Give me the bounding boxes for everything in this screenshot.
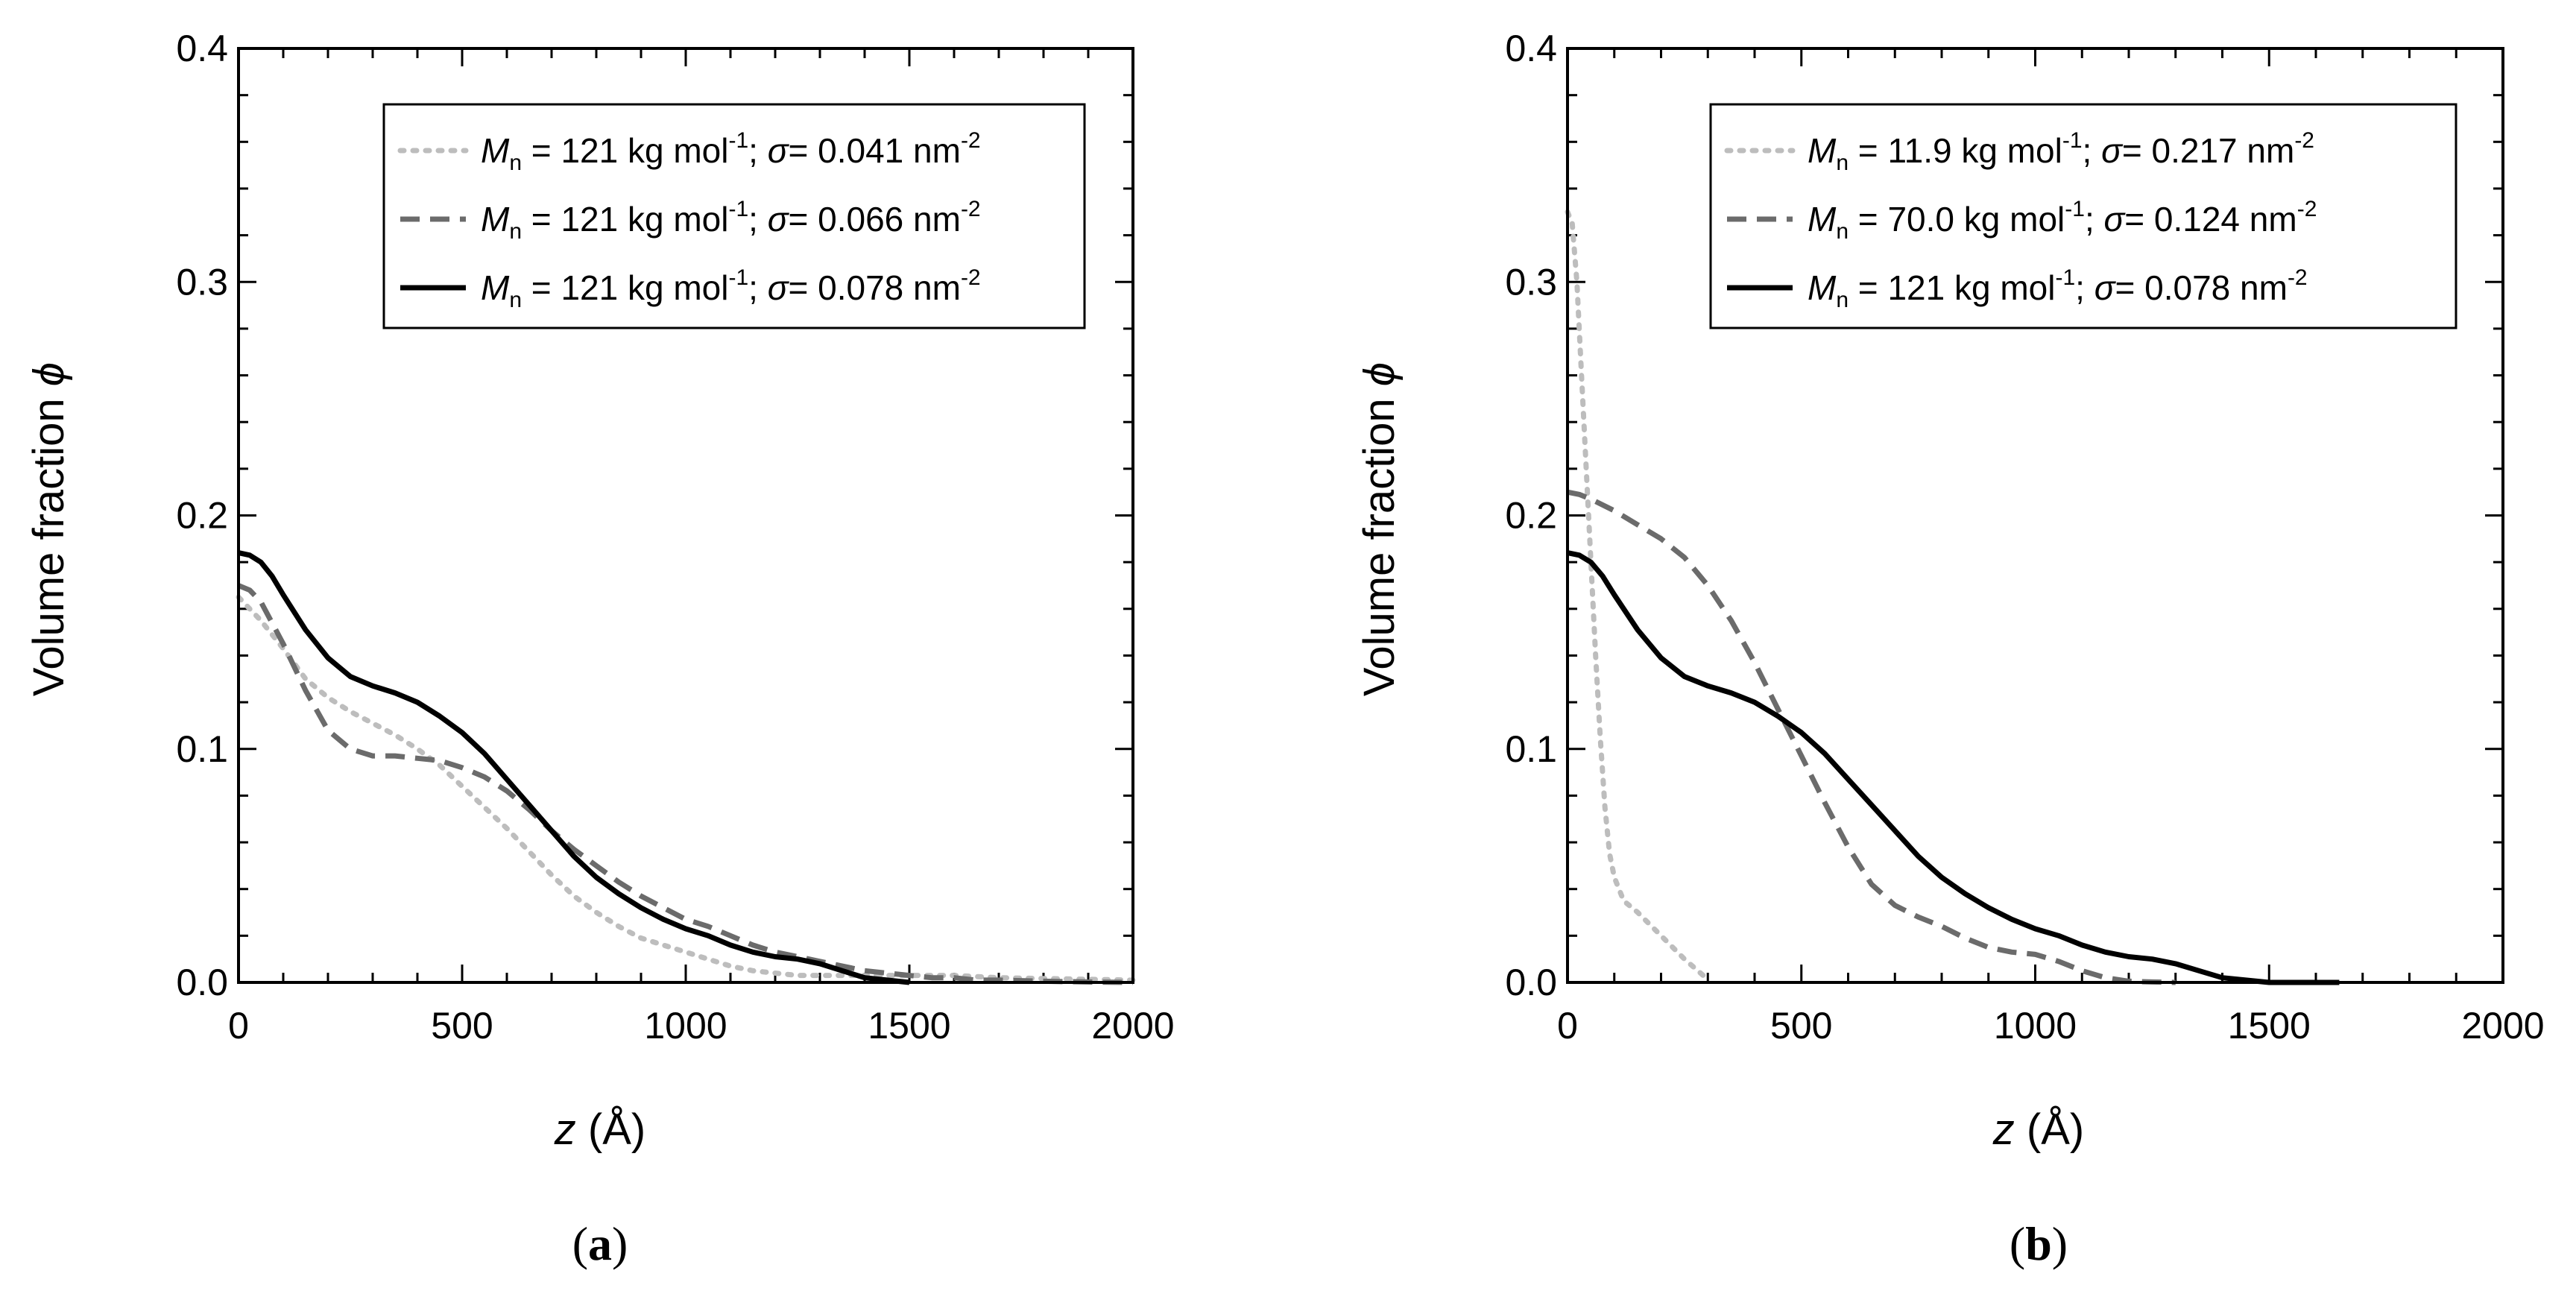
x-tick-label: 1000 — [644, 1005, 727, 1047]
legend-box — [1709, 103, 2457, 329]
panel-label-a-text: a — [588, 1217, 612, 1270]
x-tick-label: 0 — [228, 1005, 249, 1047]
legend-entry-label: Mn = 70.0 kg mol-1; σ= 0.124 nm-2 — [1808, 197, 2317, 244]
y-axis-title-a: Volume fraction ϕ — [25, 362, 73, 696]
panel-label-b-text: b — [2025, 1217, 2052, 1270]
chart-panel-a: Volume fraction ϕ 0.0 0.1 0.2 0.3 0.4 0 500 10… — [25, 28, 1175, 1270]
x-axis-var: z — [1992, 1105, 2015, 1154]
legend-a: Mn = 121 kg mol-1; σ= 0.041 nm-2 Mn = 121… — [382, 103, 1086, 329]
y-tick-label: 0.0 — [176, 962, 228, 1003]
chart-panel-b: Volume fraction ϕ 0.0 0.1 0.2 0.3 0.4 0 500 10… — [1355, 28, 2545, 1270]
x-tick-label: 2000 — [2461, 1005, 2544, 1047]
y-axis-title-b: Volume fraction ϕ — [1355, 362, 1404, 696]
y-axis-symbol: ϕ — [25, 362, 73, 386]
y-tick-label: 0.1 — [176, 728, 228, 770]
x-tick-label: 1500 — [868, 1005, 950, 1047]
series-line-dotted — [1565, 209, 1706, 979]
y-tick-label: 0.0 — [1505, 962, 1557, 1003]
plot-frame-b — [1566, 47, 2504, 984]
x-tick-labels-b: 0 500 1000 1500 2000 — [1557, 1005, 2545, 1047]
series-line-solid — [1567, 550, 2340, 985]
x-tick-label: 0 — [1557, 1005, 1578, 1047]
legend-box — [382, 103, 1086, 329]
x-axis-unit: (Å) — [588, 1105, 645, 1154]
series-line-dashed — [1567, 489, 2176, 985]
x-axis-title-a: z (Å) — [554, 1105, 645, 1154]
y-tick-label: 0.3 — [1505, 261, 1557, 303]
series-group-b — [1565, 209, 2340, 985]
legend-entry-label: Mn = 11.9 kg mol-1; σ= 0.217 nm-2 — [1808, 128, 2314, 175]
y-tick-label: 0.4 — [1505, 28, 1557, 69]
x-tick-labels-a: 0 500 1000 1500 2000 — [228, 1005, 1175, 1047]
x-tick-label: 500 — [431, 1005, 493, 1047]
y-tick-label: 0.3 — [176, 261, 228, 303]
x-axis-unit: (Å) — [2027, 1105, 2084, 1154]
y-tick-label: 0.2 — [1505, 495, 1557, 537]
y-tick-labels-b: 0.0 0.1 0.2 0.3 0.4 — [1505, 28, 1557, 1003]
panel-label-b: (b) — [2010, 1217, 2068, 1270]
legend-entry-label: Mn = 121 kg mol-1; σ= 0.078 nm-2 — [481, 265, 981, 312]
x-tick-label: 1500 — [2228, 1005, 2311, 1047]
series-line-solid — [238, 550, 910, 985]
legend-entry-label: Mn = 121 kg mol-1; σ= 0.066 nm-2 — [481, 197, 981, 244]
y-axis-title-text: Volume fraction — [25, 398, 73, 696]
y-axis-title-text: Volume fraction — [1355, 398, 1404, 696]
x-tick-label: 500 — [1770, 1005, 1832, 1047]
plot-frame-a — [237, 47, 1134, 984]
series-line-dotted — [236, 594, 1136, 983]
y-tick-labels-a: 0.0 0.1 0.2 0.3 0.4 — [176, 28, 228, 1003]
x-tick-label: 1000 — [1994, 1005, 2077, 1047]
legend-entry-label: Mn = 121 kg mol-1; σ= 0.041 nm-2 — [481, 128, 981, 175]
legend-entry-label: Mn = 121 kg mol-1; σ= 0.078 nm-2 — [1808, 265, 2308, 312]
panel-label-a: (a) — [572, 1217, 628, 1270]
y-tick-label: 0.2 — [176, 495, 228, 537]
y-tick-label: 0.4 — [176, 28, 228, 69]
legend-b: Mn = 11.9 kg mol-1; σ= 0.217 nm-2 Mn = 70… — [1709, 103, 2457, 329]
x-tick-label: 2000 — [1091, 1005, 1174, 1047]
y-tick-label: 0.1 — [1505, 728, 1557, 770]
x-axis-var: z — [554, 1105, 576, 1154]
y-axis-symbol: ϕ — [1355, 362, 1404, 386]
series-group-a — [236, 550, 1136, 985]
x-axis-title-b: z (Å) — [1992, 1105, 2084, 1154]
series-line-dashed — [237, 583, 1134, 985]
